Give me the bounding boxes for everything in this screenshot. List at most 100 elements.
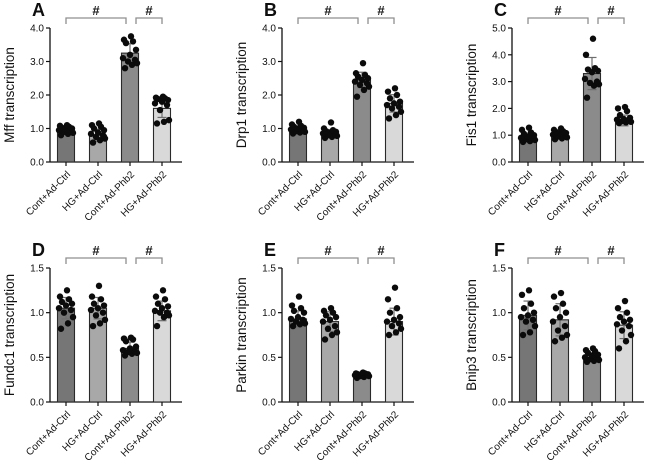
significance-symbol: # — [377, 3, 385, 18]
panel-letter: F — [494, 240, 505, 260]
panel-a: A 0.0 1.0 2.0 3.0 4.0 Mff transcription Cont+A… — [0, 0, 216, 236]
data-point — [290, 307, 298, 315]
significance-symbol: # — [92, 3, 100, 18]
data-point — [353, 93, 361, 100]
data-point — [522, 318, 530, 325]
significance-bracket — [527, 17, 589, 24]
data-point — [395, 320, 403, 327]
data-point — [56, 293, 64, 300]
data-point — [614, 105, 622, 112]
y-tick-label: 1.0 — [492, 131, 506, 142]
data-point — [320, 307, 328, 315]
data-point — [65, 296, 73, 303]
data-point — [527, 300, 535, 307]
y-tick-label: 0.0 — [30, 398, 44, 409]
y-tick-label: 1.0 — [262, 308, 276, 319]
data-point — [351, 78, 359, 85]
data-point — [626, 316, 634, 324]
data-point — [153, 120, 161, 127]
data-point — [297, 305, 305, 312]
data-point — [119, 346, 127, 354]
data-point — [151, 307, 159, 315]
data-point — [131, 56, 139, 64]
data-point — [625, 322, 633, 330]
data-point — [324, 325, 332, 332]
data-point — [531, 322, 539, 330]
data-point — [94, 305, 102, 312]
data-point — [616, 313, 624, 321]
data-point — [396, 98, 404, 105]
y-tick-label: 0.0 — [262, 158, 276, 169]
y-tick-label: 0.5 — [492, 353, 506, 364]
data-point — [613, 116, 621, 123]
data-point — [561, 322, 569, 330]
data-point — [288, 121, 296, 128]
data-point — [391, 85, 399, 92]
significance-bracket — [65, 17, 127, 24]
significance-bracket — [297, 257, 359, 264]
data-point — [126, 51, 134, 58]
data-point — [320, 125, 328, 132]
y-tick-label: 0.5 — [30, 353, 44, 364]
data-point — [119, 54, 127, 62]
data-point — [96, 320, 104, 327]
data-point — [89, 322, 97, 330]
data-point — [299, 316, 307, 324]
data-point — [558, 334, 566, 341]
data-point — [388, 322, 396, 330]
data-point — [120, 335, 128, 342]
significance-symbol: # — [554, 3, 562, 18]
data-point — [319, 318, 327, 325]
y-tick-label: 3.0 — [30, 57, 44, 68]
data-point — [593, 78, 601, 85]
data-point — [549, 318, 557, 325]
panel-e: E 0.0 0.5 1.0 1.5 Parkin transcription Cont+A… — [216, 236, 432, 472]
data-point — [69, 313, 77, 321]
data-point — [620, 318, 628, 325]
data-point — [99, 309, 107, 316]
significance-symbol: # — [554, 243, 562, 258]
y-tick-label: 0.0 — [262, 398, 276, 409]
data-point — [63, 287, 71, 294]
significance-bracket — [367, 17, 395, 24]
data-point — [390, 100, 398, 107]
y-tick-label: 1.5 — [492, 264, 506, 275]
data-point — [519, 331, 527, 339]
panel-letter: A — [32, 0, 45, 20]
data-point — [94, 129, 102, 136]
data-point — [589, 345, 597, 352]
significance-symbol: # — [377, 243, 385, 258]
data-point — [613, 321, 621, 328]
data-point — [163, 309, 171, 316]
data-point — [393, 305, 401, 312]
data-point — [589, 35, 597, 42]
data-point — [525, 124, 533, 131]
significance-symbol: # — [324, 243, 332, 258]
data-point — [615, 345, 623, 352]
data-point — [583, 94, 591, 101]
panel-c: C 0.0 1.0 2.0 3.0 4.0 5.0 Fis1 transcription Co… — [432, 0, 648, 236]
significance-symbol: # — [324, 3, 332, 18]
y-tick-label: 2.0 — [262, 91, 276, 102]
data-point — [121, 65, 129, 72]
data-point — [551, 338, 559, 345]
data-point — [390, 316, 398, 324]
y-axis-title: Mff transcription — [2, 47, 17, 143]
data-point — [352, 370, 360, 377]
y-axis-title: Fis1 transcription — [464, 44, 479, 147]
data-point — [621, 297, 629, 305]
data-point — [163, 101, 171, 109]
significance-bracket — [527, 257, 589, 264]
data-point — [518, 291, 526, 298]
y-tick-label: 0.0 — [30, 158, 44, 169]
bar — [614, 119, 634, 163]
data-point — [384, 88, 392, 95]
data-point — [361, 71, 369, 79]
data-point — [56, 122, 64, 130]
data-point — [591, 65, 599, 72]
data-point — [526, 329, 534, 336]
data-point — [58, 298, 66, 306]
